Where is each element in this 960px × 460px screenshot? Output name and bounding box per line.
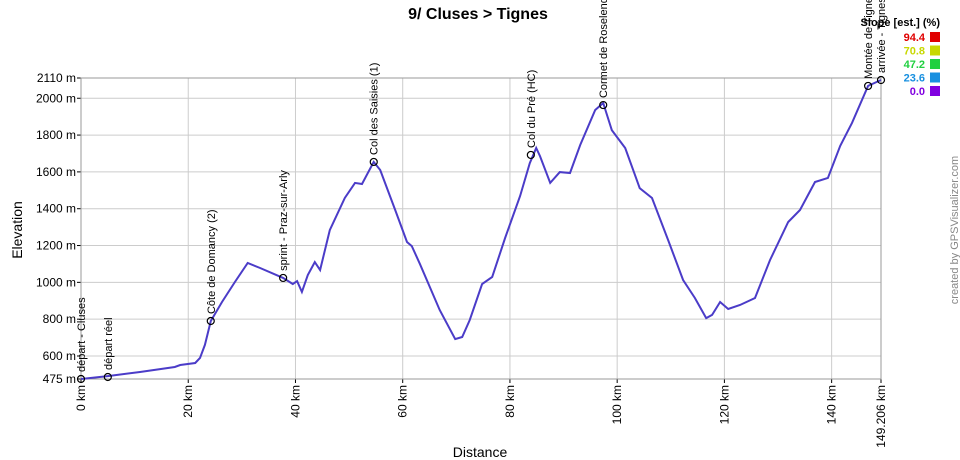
waypoint-label: départ - Cluses bbox=[76, 297, 88, 372]
y-tick-label: 1400 m bbox=[36, 202, 76, 216]
y-tick-label: 475 m bbox=[43, 372, 76, 386]
waypoint-label: sprint - Praz-sur-Arly bbox=[278, 170, 290, 271]
y-tick-label: 600 m bbox=[43, 349, 76, 363]
plot-frame bbox=[80, 77, 882, 380]
y-tick-label: 1200 m bbox=[36, 239, 76, 253]
legend-title: Slope [est.] (%) bbox=[861, 17, 941, 29]
waypoint bbox=[876, 75, 886, 85]
legend-label: 94.4 bbox=[904, 32, 926, 44]
x-tick-label: 60 km bbox=[396, 385, 410, 418]
x-axis-label: Distance bbox=[453, 444, 508, 460]
x-tick-label: 140 km bbox=[825, 385, 839, 424]
legend-swatch bbox=[930, 86, 940, 96]
x-tick-label: 100 km bbox=[610, 385, 624, 424]
waypoint-label: Montée de Tignes bbox=[863, 0, 875, 79]
y-tick-label: 1000 m bbox=[36, 275, 76, 289]
elevation-line bbox=[80, 79, 882, 380]
chart-title: 9/ Cluses > Tignes bbox=[408, 6, 548, 23]
y-tick-label: 2000 m bbox=[36, 91, 76, 105]
waypoint bbox=[863, 81, 873, 91]
y-tick-label: 1800 m bbox=[36, 128, 76, 142]
y-tick-label: 2110 m bbox=[37, 71, 76, 85]
legend-label: 0.0 bbox=[910, 86, 925, 98]
legend-label: 23.6 bbox=[904, 73, 925, 85]
legend-swatch bbox=[930, 32, 940, 42]
y-tick-label: 800 m bbox=[43, 312, 76, 326]
x-tick-label: 80 km bbox=[503, 385, 517, 418]
waypoint-label: Cormet de Roselend bbox=[598, 0, 610, 98]
waypoint bbox=[369, 157, 378, 167]
waypoint-label: Côte de Domancy (2) bbox=[206, 209, 218, 314]
waypoint bbox=[206, 316, 215, 326]
x-tick-label: 20 km bbox=[181, 385, 195, 418]
x-tick-label: 40 km bbox=[288, 385, 302, 418]
y-axis-label: Elevation bbox=[9, 201, 25, 259]
legend-swatch bbox=[930, 72, 940, 83]
legend-label: 70.8 bbox=[904, 46, 925, 58]
credit: created by GPSVisualizer.com bbox=[949, 156, 960, 304]
waypoint bbox=[103, 372, 112, 382]
waypoint bbox=[526, 150, 535, 160]
x-tick-label: 120 km bbox=[717, 385, 731, 424]
legend-label: 47.2 bbox=[904, 59, 925, 71]
legend-swatch bbox=[930, 59, 940, 69]
waypoint-label: Col du Pré (HC) bbox=[526, 70, 538, 148]
waypoint-label: départ réel bbox=[103, 317, 115, 370]
x-tick-label: 0 km bbox=[74, 385, 88, 411]
waypoint bbox=[599, 100, 608, 110]
x-tick-label: 149.206 km bbox=[874, 385, 888, 448]
waypoint bbox=[279, 273, 288, 283]
waypoint bbox=[76, 374, 86, 384]
waypoint-label: arrivée - Tignes bbox=[876, 0, 888, 73]
waypoint-label: Col des Saisies (1) bbox=[369, 63, 381, 155]
legend-swatch bbox=[930, 45, 940, 56]
y-tick-label: 1600 m bbox=[36, 165, 76, 179]
